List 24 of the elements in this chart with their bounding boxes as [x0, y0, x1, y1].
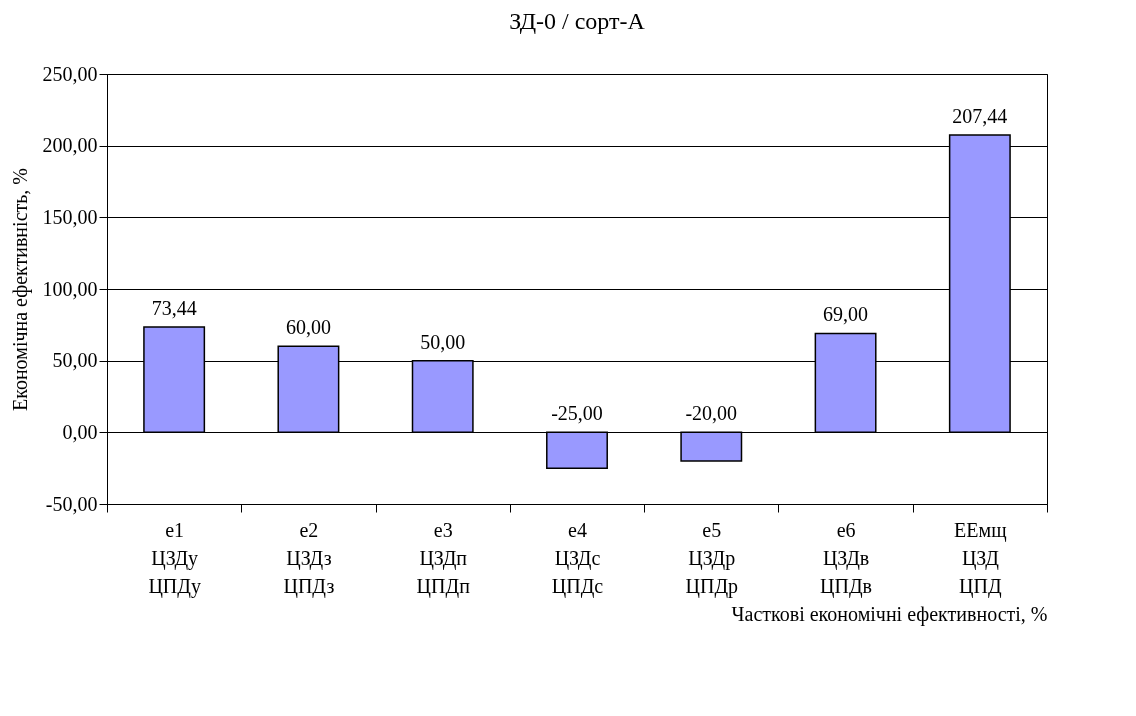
y-tick-label: -50,00: [45, 492, 98, 515]
x-tick-label: e2 ЦЗДз ЦПДз: [283, 518, 335, 598]
y-tick-label: 150,00: [42, 205, 98, 228]
x-tick-label: ЕЕмщ ЦЗД ЦПД: [954, 518, 1007, 598]
y-tick-label: 200,00: [42, 134, 98, 157]
data-label: 73,44: [151, 297, 197, 320]
x-tick-label: e3 ЦЗДп ЦПДп: [416, 518, 471, 598]
x-tick-label: e6 ЦЗДв ЦПДв: [820, 518, 873, 598]
data-label: -20,00: [685, 402, 738, 425]
y-axis-title: Економічна ефективність, %: [8, 167, 32, 412]
data-label: 207,44: [952, 105, 1008, 127]
y-tick-label: 100,00: [42, 277, 98, 300]
x-tick-label: e1 ЦЗДу ЦПДу: [148, 518, 201, 598]
chart-title: ЗД-0 / сорт-А: [509, 8, 646, 34]
y-tick-label: 0,00: [62, 420, 98, 443]
x-axis-title: Часткові економічні ефективності, %: [731, 602, 1048, 626]
x-tick-label: e5 ЦЗДр ЦПДр: [685, 518, 739, 598]
data-label: -25,00: [551, 402, 603, 425]
data-label: 50,00: [420, 330, 466, 353]
y-tick-label: 50,00: [52, 349, 98, 372]
x-tick-label: e4 ЦЗДс ЦПДс: [551, 518, 604, 598]
data-label: 60,00: [285, 316, 331, 339]
y-tick-label: 250,00: [42, 62, 98, 85]
data-label: 69,00: [823, 303, 869, 326]
